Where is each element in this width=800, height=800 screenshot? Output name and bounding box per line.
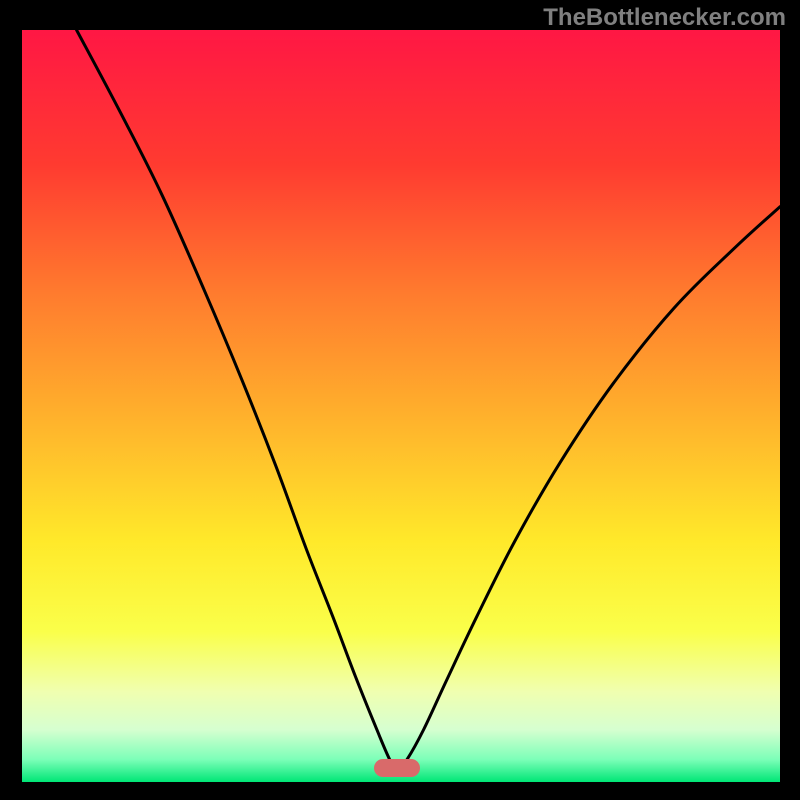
optimum-marker [374, 759, 420, 777]
watermark-text: TheBottlenecker.com [543, 4, 786, 32]
plot-area [22, 30, 780, 782]
gradient-background [22, 30, 780, 782]
chart-container: TheBottlenecker.com [0, 0, 800, 800]
